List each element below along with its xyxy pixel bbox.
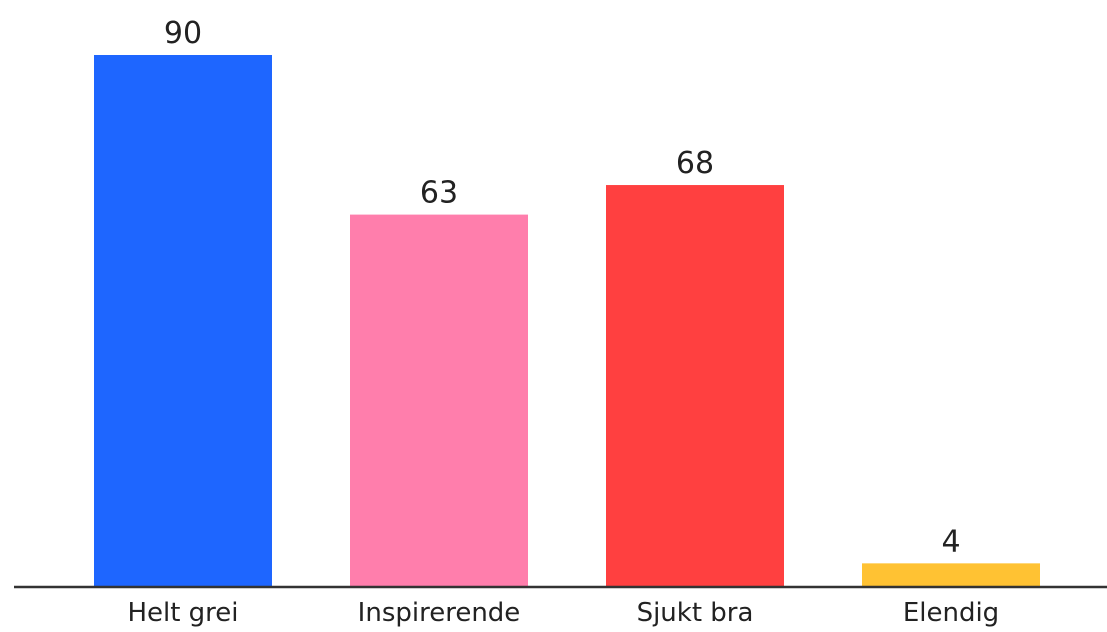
bar-sjukt-bra	[606, 185, 784, 588]
bar-helt-grei	[94, 55, 272, 587]
value-label: 4	[941, 524, 960, 559]
bars-group	[94, 55, 1040, 588]
x-tick-label: Helt grei	[127, 598, 238, 628]
x-tick-label: Inspirerende	[358, 598, 521, 628]
x-tick-labels-group: Helt grei Inspirerende Sjukt bra Elendig	[127, 598, 999, 628]
x-tick-label: Sjukt bra	[637, 598, 754, 628]
bar-elendig	[862, 563, 1040, 587]
value-label: 90	[164, 16, 202, 51]
value-label: 63	[420, 176, 458, 211]
value-label: 68	[676, 146, 714, 181]
value-labels-group: 90 63 68 4	[164, 16, 961, 559]
x-tick-label: Elendig	[903, 598, 999, 628]
bar-inspirerende	[350, 214, 528, 587]
